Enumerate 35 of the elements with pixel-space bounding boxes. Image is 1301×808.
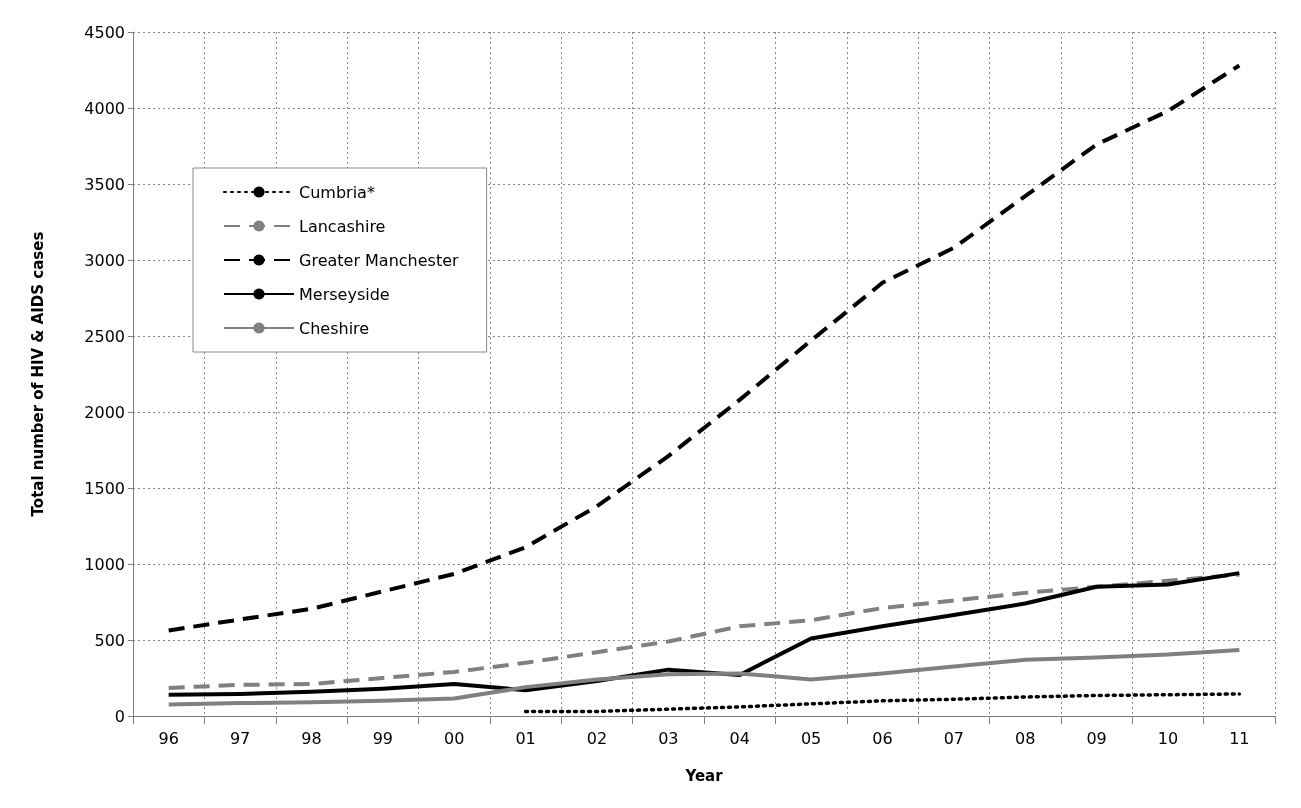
x-tick-label: 08 xyxy=(1015,728,1036,748)
x-tick-label: 03 xyxy=(658,728,679,748)
x-tick-label: 01 xyxy=(515,728,536,748)
legend-label: Lancashire xyxy=(299,216,386,236)
x-tick-label: 04 xyxy=(729,728,750,748)
x-tick-label: 06 xyxy=(872,728,893,748)
y-tick-label: 2000 xyxy=(84,402,125,422)
line-series xyxy=(166,63,1242,633)
legend-label: Cumbria* xyxy=(299,182,375,202)
y-tick-label: 3500 xyxy=(84,174,125,194)
y-tick-label: 1500 xyxy=(84,478,125,498)
x-axis-title: Year xyxy=(684,766,724,785)
y-axis-title: Total number of HIV & AIDS cases xyxy=(28,231,47,517)
y-tick-label: 500 xyxy=(94,630,125,650)
x-tick-label: 99 xyxy=(372,728,393,748)
x-tick-label: 00 xyxy=(444,728,465,748)
y-tick-label: 0 xyxy=(114,706,125,726)
y-tick-label: 2500 xyxy=(84,326,125,346)
line-series xyxy=(523,692,1242,714)
x-tick-label: 07 xyxy=(943,728,964,748)
legend-label: Greater Manchester xyxy=(299,250,460,270)
legend-label: Merseyside xyxy=(299,284,390,304)
x-tick-label: 97 xyxy=(229,728,251,748)
x-tick-label: 10 xyxy=(1157,728,1179,748)
x-tick-label: 02 xyxy=(586,728,608,748)
x-tick-label: 05 xyxy=(800,728,822,748)
legend-label: Cheshire xyxy=(299,318,370,338)
y-tick-label: 4500 xyxy=(84,22,125,42)
y-tick-label: 4000 xyxy=(84,98,125,118)
x-tick-label: 11 xyxy=(1229,728,1250,748)
x-tick-label: 09 xyxy=(1086,728,1107,748)
y-tick-label: 1000 xyxy=(84,554,125,574)
x-tick-label: 96 xyxy=(158,728,179,748)
x-tick-label: 98 xyxy=(301,728,322,748)
y-tick-label: 3000 xyxy=(84,250,125,270)
